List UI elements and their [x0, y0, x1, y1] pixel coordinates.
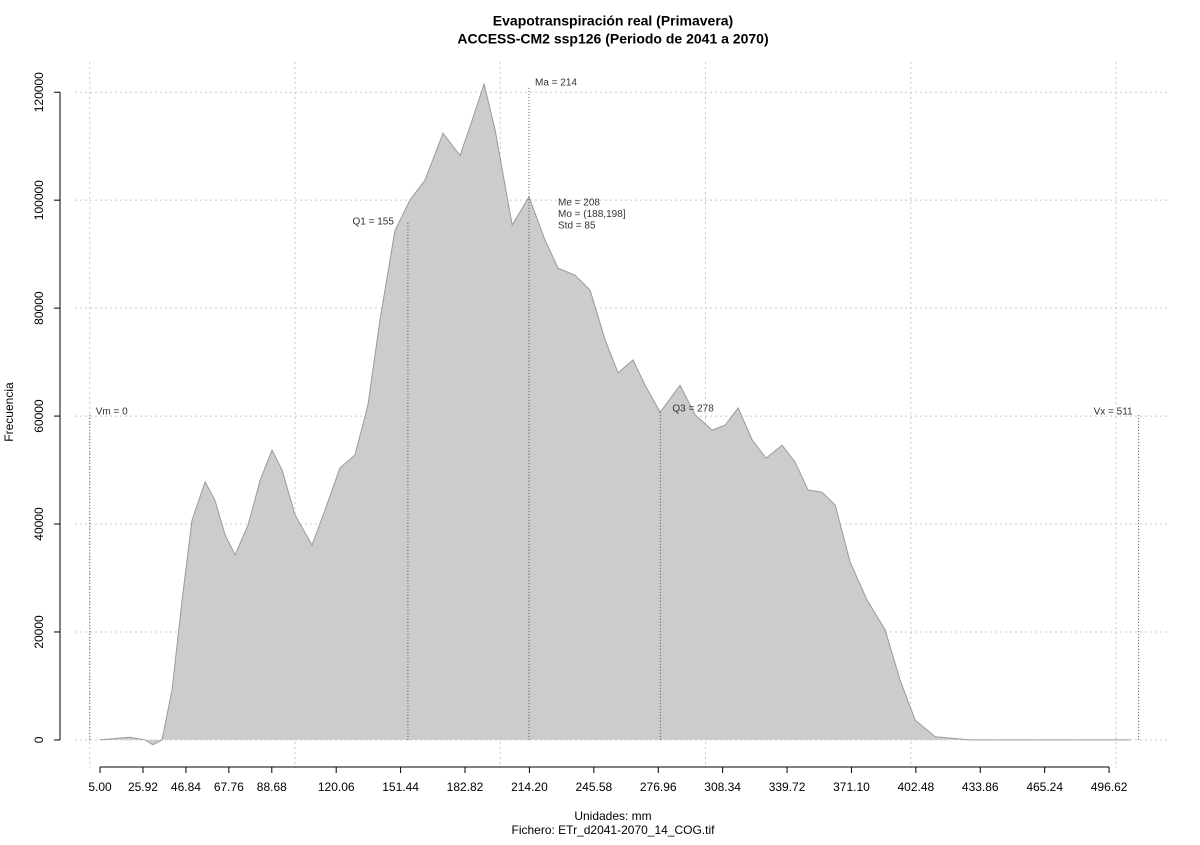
reference-label: Q3 = 278 — [672, 404, 714, 415]
reference-label: Q1 = 155 — [352, 217, 394, 228]
reference-label: Ma = 214 — [535, 78, 577, 89]
chart-title: Evapotranspiración real (Primavera) — [493, 13, 733, 29]
reference-label: Vm = 0 — [96, 407, 128, 418]
x-tick-label: 151.44 — [382, 780, 419, 794]
stat-annotation: Std = 85 — [558, 221, 596, 232]
density-line — [99, 82, 1130, 746]
y-tick-label: 0 — [32, 736, 46, 743]
x-tick-label: 25.92 — [128, 780, 158, 794]
y-tick-label: 80000 — [32, 291, 46, 325]
caption: Fichero: ETr_d2041-2070_14_COG.tif — [512, 823, 716, 837]
x-tick-label: 402.48 — [898, 780, 935, 794]
x-tick-label: 182.82 — [447, 780, 484, 794]
y-axis-label: Frecuencia — [2, 382, 16, 442]
x-axis-label: Unidades: mm — [574, 809, 651, 823]
y-tick-label: 40000 — [32, 507, 46, 541]
x-tick-label: 214.20 — [511, 780, 548, 794]
x-tick-label: 339.72 — [769, 780, 806, 794]
x-tick-label: 5.00 — [88, 780, 112, 794]
x-tick-label: 88.68 — [257, 780, 287, 794]
x-tick-label: 46.84 — [171, 780, 201, 794]
x-tick-label: 67.76 — [214, 780, 244, 794]
x-tick-label: 465.24 — [1026, 780, 1063, 794]
x-tick-label: 433.86 — [962, 780, 999, 794]
y-tick-label: 60000 — [32, 399, 46, 433]
y-tick-label: 20000 — [32, 615, 46, 649]
x-tick-label: 308.34 — [704, 780, 741, 794]
stat-annotation: Me = 208 — [558, 198, 600, 209]
chart-subtitle: ACCESS-CM2 ssp126 (Periodo de 2041 a 207… — [457, 31, 768, 47]
y-tick-label: 120000 — [32, 72, 46, 112]
x-tick-label: 496.62 — [1091, 780, 1128, 794]
reference-label: Vx = 511 — [1094, 407, 1133, 418]
x-tick-label: 276.96 — [640, 780, 677, 794]
stat-annotation: Mo = (188,198] — [558, 209, 626, 220]
x-tick-label: 120.06 — [318, 780, 355, 794]
x-tick-label: 371.10 — [833, 780, 870, 794]
x-tick-label: 245.58 — [575, 780, 612, 794]
y-tick-label: 100000 — [32, 180, 46, 220]
density-area — [100, 84, 1130, 745]
